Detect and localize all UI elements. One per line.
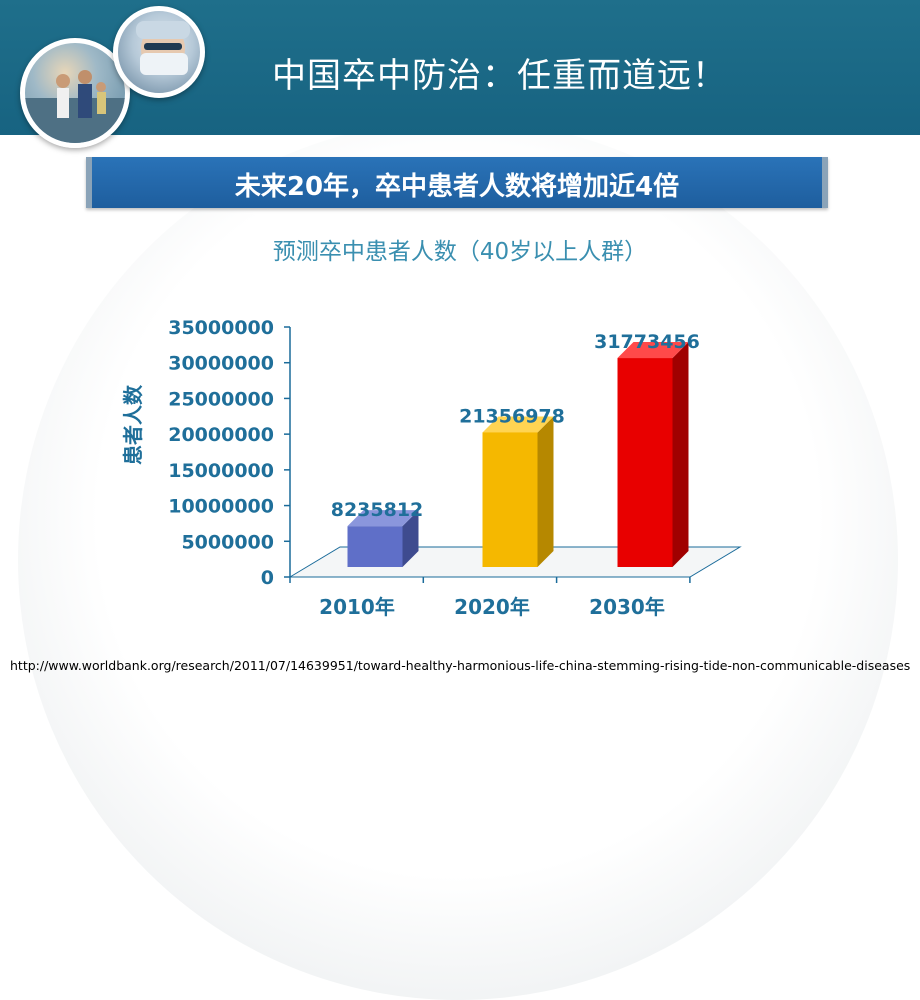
y-tick-label: 10000000 [168, 496, 274, 518]
data-label: 21356978 [459, 405, 565, 427]
source-url: http://www.worldbank.org/research/2011/0… [10, 658, 911, 673]
bar-chart: 0 5000000 10000000 15000000 20000000 25000000… [121, 317, 742, 619]
headline-banner: 未来20年，卒中患者人数将增加近4倍 [86, 157, 828, 208]
bar [617, 358, 673, 567]
x-tick-label: 2030年 [589, 595, 665, 619]
bar-side [402, 510, 419, 567]
bar-side [537, 416, 554, 567]
page-title: 中国卒中防治：任重而道远！ [272, 56, 727, 96]
y-tick-label: 35000000 [168, 317, 274, 339]
data-label: 8235812 [331, 499, 424, 521]
y-tick-label: 15000000 [168, 460, 274, 482]
headline-text: 未来20年，卒中患者人数将增加近4倍 [234, 172, 680, 202]
data-label: 31773456 [594, 331, 700, 353]
bar-side [672, 342, 689, 567]
chart-title: 预测卒中患者人数（40岁以上人群） [272, 239, 648, 265]
y-tick-label: 0 [261, 567, 274, 589]
x-tick-label: 2010年 [319, 595, 395, 619]
y-tick-label: 20000000 [168, 424, 274, 446]
y-tick-label: 30000000 [168, 353, 274, 375]
y-axis-label: 患者人数 [121, 384, 145, 465]
bar [482, 432, 538, 567]
bar-top [617, 342, 689, 359]
y-tick-label: 5000000 [181, 531, 274, 553]
doctor-photo [113, 6, 205, 98]
x-tick-label: 2020年 [454, 595, 530, 619]
bar-top [482, 416, 554, 433]
y-tick-label: 25000000 [168, 388, 274, 410]
bar-top [347, 510, 419, 527]
bar [347, 526, 403, 567]
family-beach-photo [20, 38, 130, 148]
